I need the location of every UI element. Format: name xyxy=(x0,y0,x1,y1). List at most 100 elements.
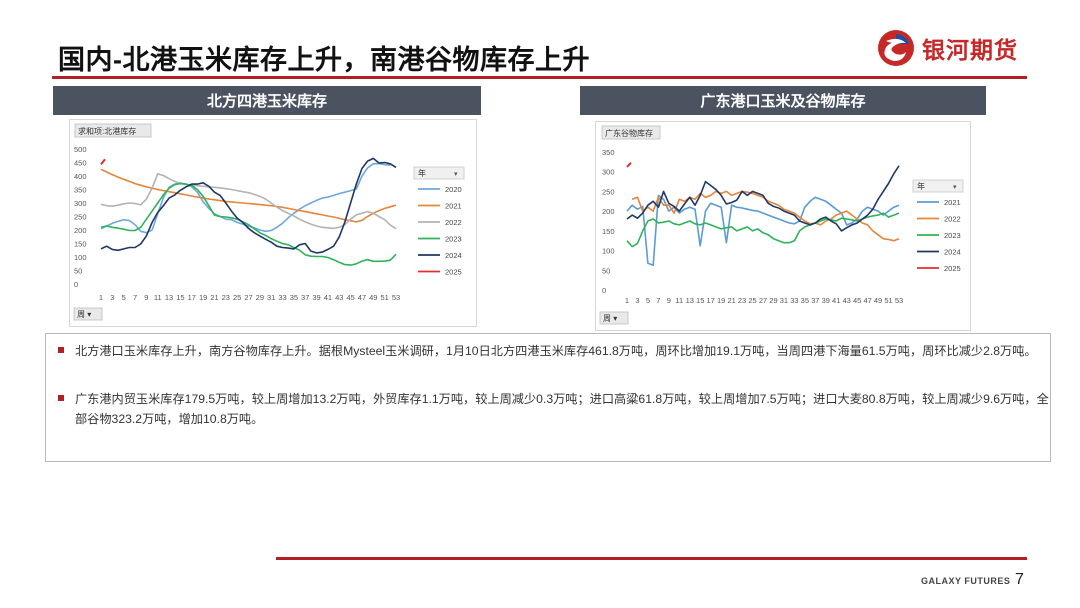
x-tick-label: 3 xyxy=(110,293,114,302)
legend-label: 2024 xyxy=(944,248,961,257)
x-tick-label: 7 xyxy=(133,293,137,302)
x-tick-label: 31 xyxy=(267,293,275,302)
x-tick-label: 27 xyxy=(244,293,252,302)
y-tick-label: 150 xyxy=(602,227,615,236)
x-tick-label: 43 xyxy=(843,296,851,305)
x-tick-label: 39 xyxy=(822,296,830,305)
y-tick-label: 50 xyxy=(602,266,610,275)
y-tick-label: 150 xyxy=(74,240,87,249)
legend-label: 2024 xyxy=(445,251,462,260)
series-line-2022 xyxy=(100,173,397,230)
brand-name: 银河期货 xyxy=(922,37,1018,63)
x-tick-label: 9 xyxy=(667,296,671,305)
x-tick-label: 49 xyxy=(874,296,882,305)
y-tick-label: 350 xyxy=(602,148,615,157)
y-tick-label: 300 xyxy=(74,199,87,208)
page-title: 国内-北港玉米库存上升，南港谷物库存上升 xyxy=(58,45,590,75)
legend-label: 2023 xyxy=(944,231,961,240)
axis-field-button[interactable] xyxy=(599,311,629,325)
series-line-2021 xyxy=(100,168,397,223)
legend-label: 2020 xyxy=(445,185,462,194)
axis-field-label: 周 ▾ xyxy=(603,314,617,323)
x-tick-label: 41 xyxy=(324,293,332,302)
x-tick-label: 1 xyxy=(625,296,629,305)
y-tick-label: 450 xyxy=(74,159,87,168)
legend-label: 2022 xyxy=(944,215,961,224)
legend-label: 2021 xyxy=(944,198,961,207)
y-tick-label: 50 xyxy=(74,267,82,276)
series-line-2023 xyxy=(100,182,397,266)
legend-filter-button[interactable] xyxy=(413,166,465,180)
x-tick-label: 1 xyxy=(99,293,103,302)
y-tick-label: 0 xyxy=(74,280,78,289)
x-tick-label: 37 xyxy=(811,296,819,305)
x-tick-label: 51 xyxy=(884,296,892,305)
company-logo: 银河期货 xyxy=(876,28,1018,68)
x-tick-label: 37 xyxy=(301,293,309,302)
x-tick-label: 45 xyxy=(853,296,861,305)
x-tick-label: 17 xyxy=(188,293,196,302)
x-tick-label: 35 xyxy=(801,296,809,305)
legend-label: 2023 xyxy=(445,235,462,244)
x-tick-label: 21 xyxy=(727,296,735,305)
footer-brand: GALAXY FUTURES xyxy=(921,576,1011,586)
x-tick-label: 29 xyxy=(769,296,777,305)
x-tick-label: 13 xyxy=(686,296,694,305)
y-tick-label: 250 xyxy=(74,213,87,222)
field-button[interactable] xyxy=(601,125,661,140)
bullet-square-icon xyxy=(58,347,64,353)
legend-label: 2025 xyxy=(944,264,961,273)
x-tick-label: 29 xyxy=(256,293,264,302)
field-button[interactable] xyxy=(74,123,152,138)
notes-box: 北方港口玉米库存上升，南方谷物库存上升。据根Mysteel玉米调研，1月10日北… xyxy=(45,333,1051,462)
x-tick-label: 31 xyxy=(780,296,788,305)
x-tick-label: 15 xyxy=(176,293,184,302)
series-line-2023 xyxy=(626,212,900,248)
y-tick-label: 300 xyxy=(602,168,615,177)
legend-label: 2021 xyxy=(445,202,462,211)
footer-rule xyxy=(276,557,1027,560)
legend-filter-button[interactable] xyxy=(912,179,964,193)
y-tick-label: 400 xyxy=(74,172,87,181)
x-tick-label: 47 xyxy=(863,296,871,305)
legend-label: 2025 xyxy=(445,268,462,277)
filter-icon: ▾ xyxy=(953,183,957,191)
x-tick-label: 15 xyxy=(696,296,704,305)
panel-header-guangdong: 广东港口玉米及谷物库存 xyxy=(580,86,986,115)
y-tick-label: 250 xyxy=(602,187,615,196)
y-tick-label: 500 xyxy=(74,145,87,154)
note-item: 北方港口玉米库存上升，南方谷物库存上升。据根Mysteel玉米调研，1月10日北… xyxy=(58,341,1050,361)
x-tick-label: 43 xyxy=(335,293,343,302)
x-tick-label: 39 xyxy=(312,293,320,302)
x-tick-label: 5 xyxy=(122,293,126,302)
x-tick-label: 41 xyxy=(832,296,840,305)
galaxy-logo-icon xyxy=(878,30,914,66)
x-tick-label: 3 xyxy=(635,296,639,305)
north-port-chart: 求和项:北港库存 0 50 100 150 200 250 300 350 400 450 500 1 3… xyxy=(69,119,477,327)
x-tick-label: 23 xyxy=(738,296,746,305)
y-tick-label: 200 xyxy=(602,207,615,216)
x-tick-label: 25 xyxy=(748,296,756,305)
x-tick-label: 49 xyxy=(369,293,377,302)
axis-field-button[interactable] xyxy=(73,307,103,321)
field-button-label: 求和项:北港库存 xyxy=(78,126,136,136)
x-tick-label: 7 xyxy=(656,296,660,305)
note-text: 北方港口玉米库存上升，南方谷物库存上升。据根Mysteel玉米调研，1月10日北… xyxy=(75,344,1037,358)
x-tick-label: 11 xyxy=(154,293,162,302)
x-tick-label: 23 xyxy=(222,293,230,302)
x-tick-label: 53 xyxy=(895,296,903,305)
field-button-label: 广东谷物库存 xyxy=(605,128,653,138)
x-tick-label: 33 xyxy=(790,296,798,305)
x-tick-label: 21 xyxy=(210,293,218,302)
x-tick-label: 27 xyxy=(759,296,767,305)
x-tick-label: 17 xyxy=(707,296,715,305)
y-tick-label: 350 xyxy=(74,186,87,195)
x-tick-label: 33 xyxy=(278,293,286,302)
x-tick-label: 25 xyxy=(233,293,241,302)
x-tick-label: 19 xyxy=(199,293,207,302)
legend-title: 年 xyxy=(917,181,925,191)
x-tick-label: 51 xyxy=(380,293,388,302)
note-item: 广东港内贸玉米库存179.5万吨，较上周增加13.2万吨，外贸库存1.1万吨，较… xyxy=(58,389,1050,429)
page-number: 7 xyxy=(1015,571,1024,588)
title-rule xyxy=(52,76,1027,79)
